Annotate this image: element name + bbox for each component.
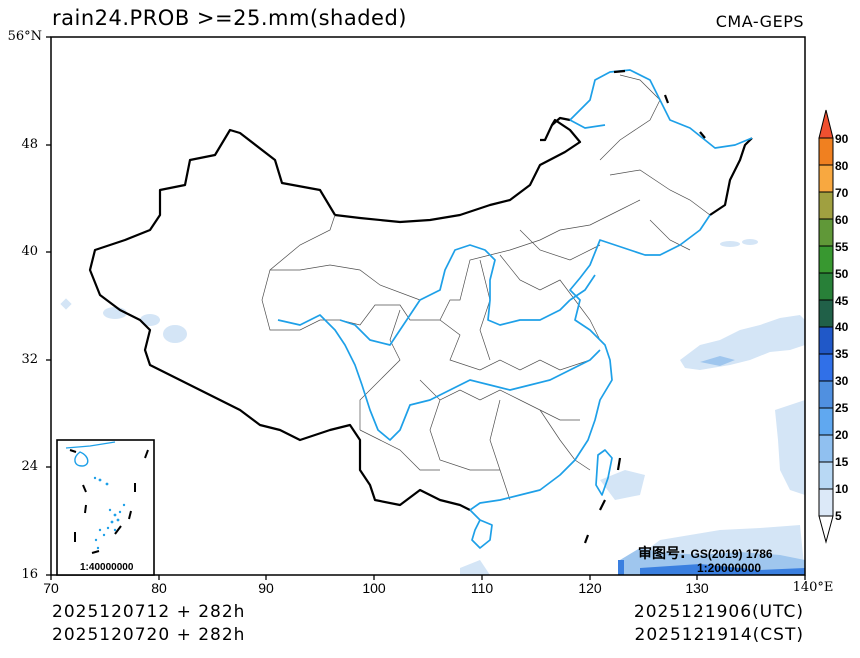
colorbar-label: 40 [835, 320, 849, 334]
precip-shading-dark [618, 560, 805, 575]
inset-scale: 1:40000000 [80, 562, 134, 573]
y-label-40: 40 [21, 244, 38, 259]
valid-time-cst: 2025121914(CST) [634, 625, 804, 645]
x-label-130: 130 [685, 580, 709, 596]
colorbar-label: 30 [835, 374, 849, 388]
axis-ticks [46, 36, 806, 580]
colorbar-label: 70 [835, 186, 849, 200]
x-label-80: 80 [151, 580, 167, 596]
x-label-140: 140°E [792, 580, 834, 595]
national-border [88, 116, 753, 511]
colorbar-label: 90 [835, 132, 849, 146]
main-scale: 1:20000000 [697, 561, 762, 575]
colorbar-label: 35 [835, 347, 849, 361]
precip-shading [60, 239, 805, 575]
colorbar-label: 20 [835, 428, 849, 442]
colorbar-label: 55 [835, 240, 849, 254]
colorbar-label: 45 [835, 294, 849, 308]
init-time-cst: 2025120720 + 282h [52, 625, 246, 645]
y-label-48: 48 [21, 137, 38, 152]
model-label: CMA-GEPS [715, 12, 804, 31]
colorbar-label: 25 [835, 401, 849, 415]
plot-frame [50, 36, 806, 576]
x-label-120: 120 [578, 580, 602, 596]
y-label-24: 24 [21, 459, 38, 474]
colorbar-label: 15 [835, 455, 849, 469]
south-china-sea-inset [56, 439, 155, 576]
valid-time-utc: 2025121906(UTC) [633, 602, 804, 622]
y-label-56: 56°N [7, 29, 42, 44]
x-label-90: 90 [258, 580, 274, 596]
map-approval-number: 审图号: GS(2019) 1786 [638, 543, 773, 563]
province-boundaries [261, 74, 711, 501]
x-label-70: 70 [43, 580, 59, 596]
colorbar-label: 10 [835, 482, 849, 496]
colorbar-label: 60 [835, 213, 849, 227]
x-label-100: 100 [362, 580, 386, 596]
approval-label: 审图号: [638, 546, 686, 562]
y-label-16: 16 [21, 567, 38, 582]
approval-code: GS(2019) 1786 [690, 547, 773, 561]
colorbar-label: 50 [835, 267, 849, 281]
init-time-utc: 2025120712 + 282h [52, 602, 246, 622]
y-label-32: 32 [21, 352, 38, 367]
x-label-110: 110 [470, 580, 494, 596]
colorbar-label: 5 [835, 509, 842, 523]
boundary-dashes [583, 69, 706, 544]
coastline-rivers [277, 69, 753, 549]
colorbar-label: 80 [835, 159, 849, 173]
colorbar [818, 109, 834, 544]
chart-title: rain24.PROB >=25.mm(shaded) [52, 6, 407, 30]
